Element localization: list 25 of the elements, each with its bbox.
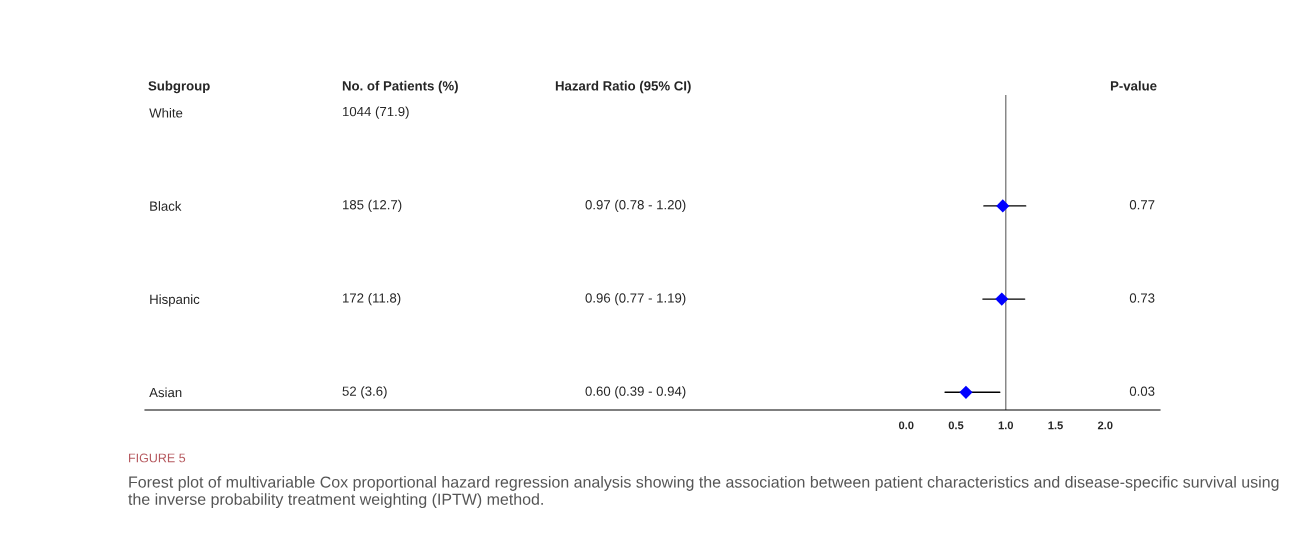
x-tick-label: 1.0 xyxy=(998,421,1014,430)
y-tick-label: White xyxy=(149,107,183,118)
x-tick-label: 1.5 xyxy=(1048,421,1063,430)
annotation: 0.60 (0.39 - 0.94) xyxy=(585,386,686,399)
caption: FIGURE 5 xyxy=(129,453,186,463)
text: No. of Patients (%) xyxy=(342,80,458,94)
annotation: 0.73 xyxy=(1129,293,1155,303)
text: P-value xyxy=(1110,80,1157,91)
text: Hazard Ratio (95% CI) xyxy=(555,80,691,94)
annotation: 185 (12.7) xyxy=(343,199,402,213)
annotation: 0.77 xyxy=(1129,200,1155,210)
y-tick-label: Black xyxy=(150,201,182,211)
x-tick-label: 2.0 xyxy=(1097,421,1113,430)
y-tick-label: Asian xyxy=(149,387,182,398)
annotation: 0.97 (0.78 - 1.20) xyxy=(585,199,686,213)
text: Subgroup xyxy=(148,80,210,94)
annotation: 0.03 xyxy=(1129,386,1155,396)
annotation: 1044 (71.9) xyxy=(343,106,409,119)
text: Forest plot of multivariable Cox proportional hazard regression analysis showing the association between patient characteristics and disease-specific survival using the inverse probability treatment weighting (IPTW) method. xyxy=(128,476,1279,509)
annotation: 172 (11.8) xyxy=(343,292,401,306)
x-tick-label: 0.0 xyxy=(898,421,914,430)
x-tick-label: 0.5 xyxy=(948,421,964,430)
annotation: 0.96 (0.77 - 1.19) xyxy=(585,292,686,306)
y-tick-label: Hispanic xyxy=(150,294,200,307)
annotation: 52 (3.6) xyxy=(342,386,387,399)
